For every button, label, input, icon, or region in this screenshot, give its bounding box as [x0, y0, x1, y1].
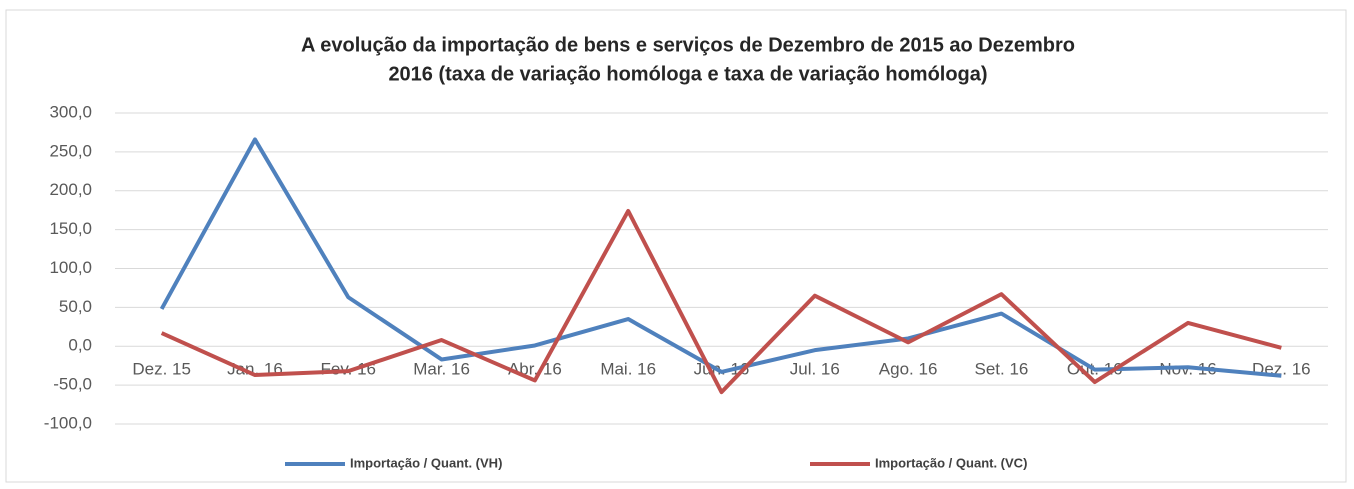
chart-title: A evolução da importação de bens e servi… — [301, 34, 1075, 56]
x-tick-label: Ago. 16 — [879, 360, 938, 379]
legend-label: Importação / Quant. (VC) — [875, 455, 1027, 470]
x-tick-label: Mai. 16 — [600, 360, 656, 379]
y-tick-label: 200,0 — [49, 180, 92, 199]
x-tick-label: Abr. 16 — [508, 360, 562, 379]
x-tick-label: Set. 16 — [974, 360, 1028, 379]
x-tick-label: Jul. 16 — [790, 360, 840, 379]
chart-frame — [5, 9, 1347, 483]
y-tick-label: 0,0 — [68, 336, 92, 355]
y-tick-label: -100,0 — [44, 413, 92, 432]
y-tick-label: 250,0 — [49, 141, 92, 160]
y-tick-label: 50,0 — [59, 297, 92, 316]
x-tick-label: Dez. 15 — [132, 360, 191, 379]
y-tick-label: 300,0 — [49, 102, 92, 121]
y-tick-label: 100,0 — [49, 258, 92, 277]
x-tick-label: Mar. 16 — [413, 360, 470, 379]
series-line — [159, 137, 1282, 378]
chart-title: 2016 (taxa de variação homóloga e taxa d… — [388, 63, 987, 85]
legend-label: Importação / Quant. (VH) — [350, 455, 502, 470]
series-line — [160, 208, 1282, 395]
y-tick-label: 150,0 — [49, 219, 92, 238]
y-tick-label: -50,0 — [53, 375, 92, 394]
